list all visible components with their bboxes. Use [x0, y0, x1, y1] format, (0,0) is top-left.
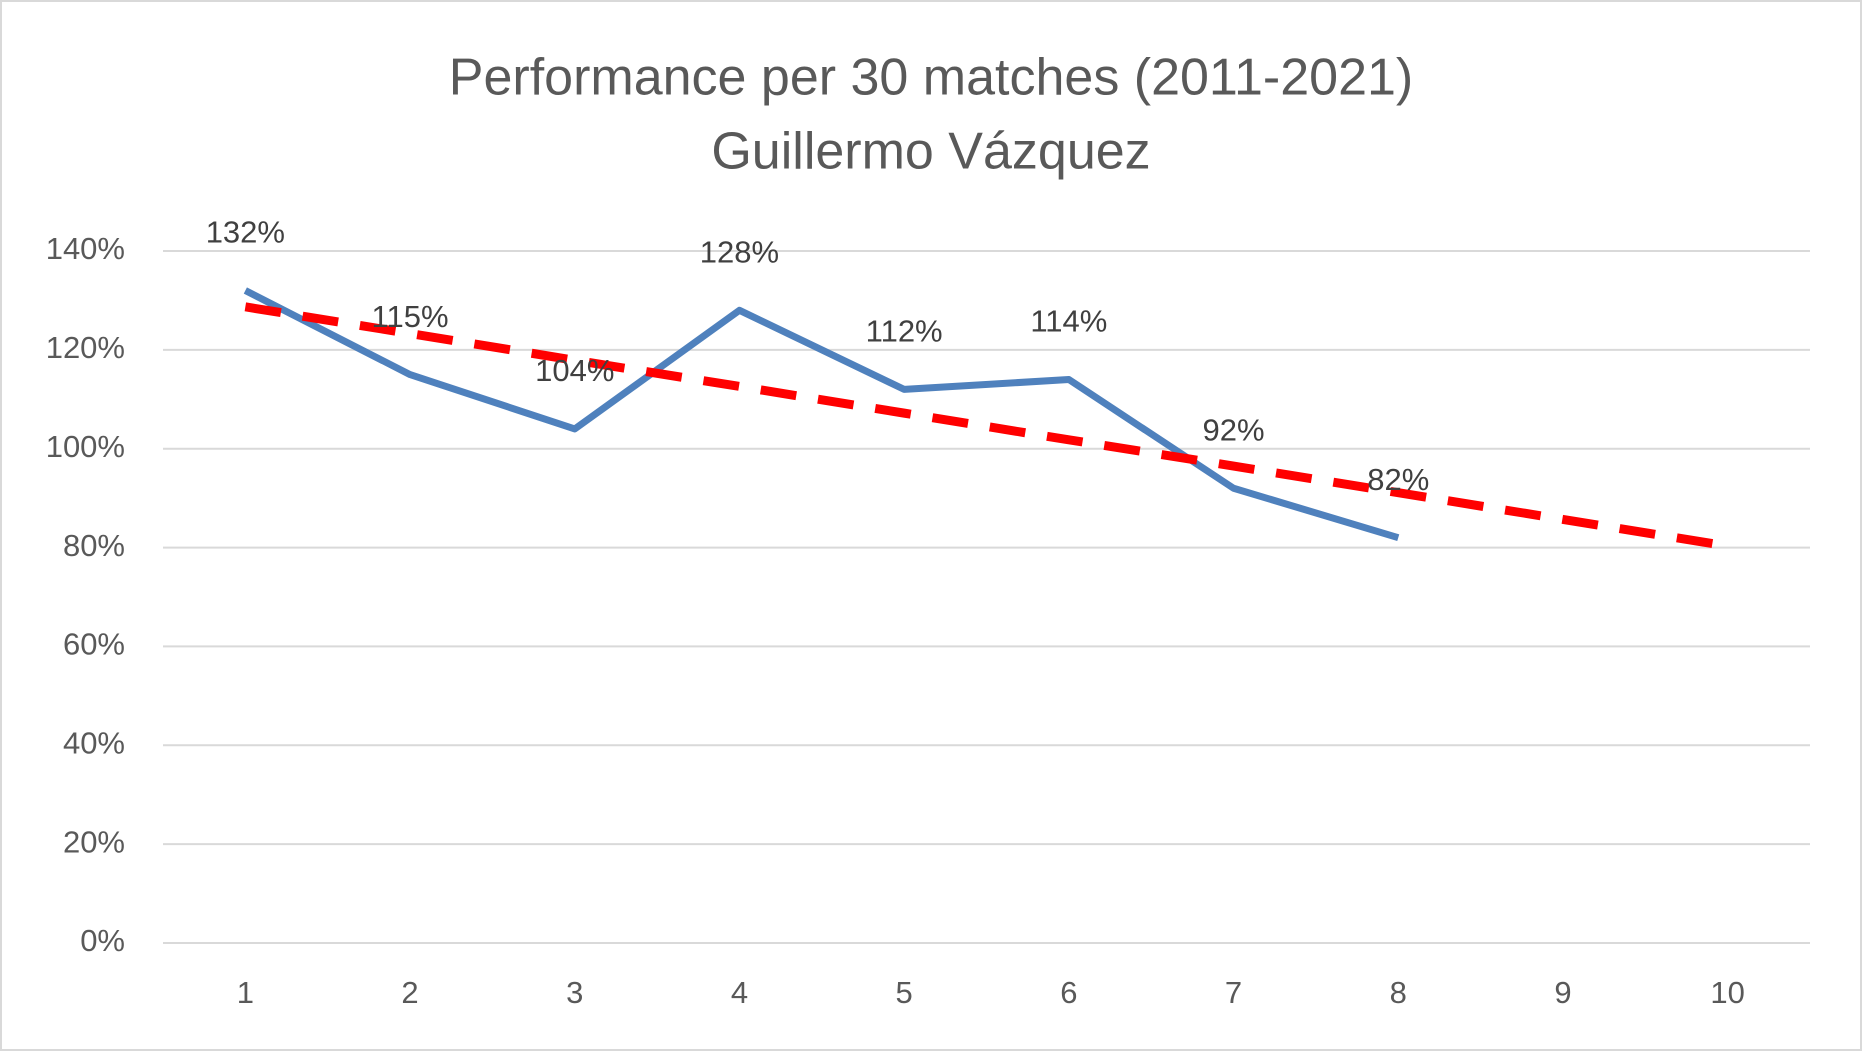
chart-title: Performance per 30 matches (2011-2021) [449, 49, 1413, 107]
y-tick-label: 120% [46, 330, 125, 365]
x-tick-label: 6 [1060, 975, 1077, 1010]
y-tick-label: 100% [46, 429, 125, 464]
y-tick-label: 60% [63, 627, 125, 662]
x-tick-label: 3 [566, 975, 583, 1010]
x-tick-label: 2 [401, 975, 418, 1010]
y-tick-label: 0% [80, 923, 125, 958]
data-label: 112% [866, 314, 943, 349]
x-tick-label: 10 [1710, 975, 1744, 1010]
x-tick-label: 4 [731, 975, 748, 1010]
data-label: 132% [206, 215, 285, 250]
data-label: 92% [1203, 412, 1265, 447]
data-label: 82% [1367, 462, 1429, 497]
y-tick-label: 140% [46, 231, 125, 266]
data-line [243, 287, 1400, 542]
data-label: 128% [700, 235, 779, 270]
data-label: 114% [1030, 304, 1107, 339]
y-tick-label: 40% [63, 725, 125, 760]
x-tick-label: 8 [1390, 975, 1407, 1010]
y-tick-label: 80% [63, 528, 125, 563]
chart-subtitle: Guillermo Vázquez [711, 123, 1150, 181]
x-tick-label: 9 [1554, 975, 1571, 1010]
data-label: 104% [535, 353, 614, 388]
x-tick-label: 7 [1225, 975, 1242, 1010]
data-label: 115% [372, 299, 449, 334]
x-tick-label: 1 [237, 975, 254, 1010]
y-tick-label: 20% [63, 824, 125, 859]
x-tick-label: 5 [896, 975, 913, 1010]
trend-line [244, 302, 1729, 551]
